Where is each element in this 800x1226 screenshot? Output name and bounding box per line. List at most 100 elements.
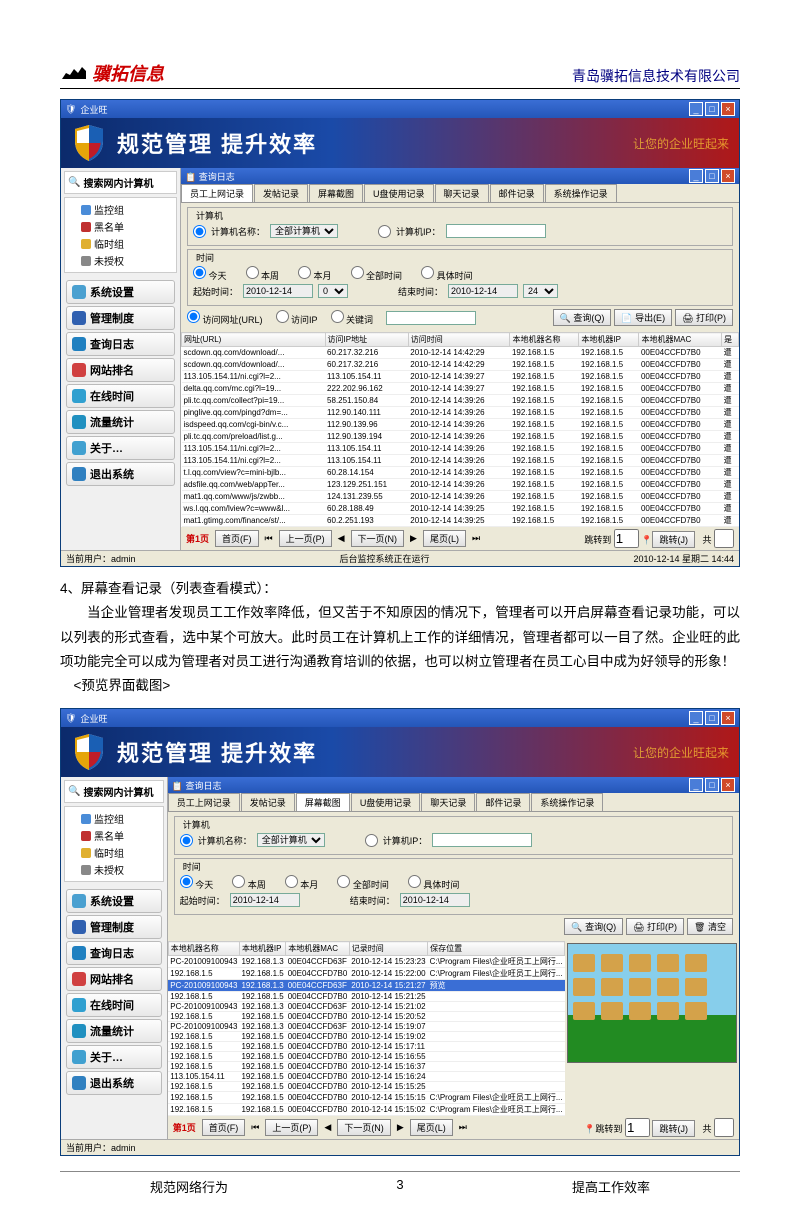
last-page-button[interactable]: 尾页(L) [423, 530, 466, 547]
tree-item[interactable]: 监控组 [71, 810, 157, 827]
tab[interactable]: 系统操作记录 [531, 793, 603, 811]
table-row[interactable]: PC-201009100943192.168.1.300E04CCFD63F20… [168, 1002, 564, 1012]
by-name-radio[interactable] [193, 225, 206, 238]
table-row[interactable]: mat1.gtimg.com/finance/st/...60.2.251.19… [182, 515, 739, 527]
screenshot-preview[interactable] [567, 943, 737, 1063]
tree-item[interactable]: 监控组 [71, 201, 170, 218]
sub-minimize-button[interactable]: _ [689, 778, 703, 792]
time-radio[interactable] [421, 266, 434, 279]
tab[interactable]: 发帖记录 [241, 793, 295, 811]
table-row[interactable]: pli.tc.qq.com/collect?pi=19...58.251.150… [182, 395, 739, 407]
tree-item[interactable]: 未授权 [71, 861, 157, 878]
table-row[interactable]: PC-201009100943192.168.1.300E04CCFD63F20… [168, 980, 564, 992]
url-radio[interactable] [331, 310, 344, 323]
side-item[interactable]: 查询日志 [66, 941, 162, 965]
last-page-button[interactable]: 尾页(L) [410, 1119, 453, 1136]
table-row[interactable]: 192.168.1.5192.168.1.500E04CCFD7B02010-1… [168, 992, 564, 1002]
time-radio[interactable] [337, 875, 350, 888]
table-row[interactable]: 113.105.154.11/ni.cgi?l=2...113.105.154.… [182, 455, 739, 467]
table-row[interactable]: pinglive.qq.com/pingd?dm=...112.90.140.1… [182, 407, 739, 419]
by-name-radio[interactable] [180, 834, 193, 847]
table-row[interactable]: 192.168.1.5192.168.1.500E04CCFD7B02010-1… [168, 1062, 564, 1072]
table-row[interactable]: 113.105.154.11192.168.1.500E04CCFD7B0201… [168, 1072, 564, 1082]
tab[interactable]: 聊天记录 [421, 793, 475, 811]
table-row[interactable]: isdspeed.qq.com/cgi-bin/v.c...112.90.139… [182, 419, 739, 431]
table-row[interactable]: pli.tc.qq.com/preload/list.g...112.90.13… [182, 431, 739, 443]
start-hour[interactable]: 0 [318, 284, 348, 298]
table-row[interactable]: 192.168.1.5192.168.1.500E04CCFD7B02010-1… [168, 1042, 564, 1052]
minimize-button[interactable]: _ [689, 102, 703, 116]
tab[interactable]: U盘使用记录 [351, 793, 421, 811]
table-row[interactable]: 192.168.1.5192.168.1.500E04CCFD7B02010-1… [168, 1012, 564, 1022]
sub-close-button[interactable]: × [721, 169, 735, 183]
side-item[interactable]: 管理制度 [66, 306, 175, 330]
time-radio[interactable] [351, 266, 364, 279]
url-radio[interactable] [187, 310, 200, 323]
side-item[interactable]: 流量统计 [66, 410, 175, 434]
table-row[interactable]: scdown.qq.com/download/...60.217.32.2162… [182, 347, 739, 359]
ip-input[interactable] [446, 224, 546, 238]
prev-page-button[interactable]: 上一页(P) [265, 1119, 318, 1136]
query-button[interactable]: 🔍 查询(Q) [553, 309, 612, 326]
tab[interactable]: 系统操作记录 [545, 184, 617, 202]
table-row[interactable]: mat1.qq.com/www/js/zwbb...124.131.239.55… [182, 491, 739, 503]
tab[interactable]: 屏幕截图 [309, 184, 363, 202]
end-hour[interactable]: 24 [523, 284, 558, 298]
maximize-button[interactable]: □ [705, 711, 719, 725]
time-radio[interactable] [193, 266, 206, 279]
table-row[interactable]: scdown.qq.com/download/...60.217.32.2162… [182, 359, 739, 371]
minimize-button[interactable]: _ [689, 711, 703, 725]
tab[interactable]: 发帖记录 [254, 184, 308, 202]
tab[interactable]: 邮件记录 [490, 184, 544, 202]
sub-maximize-button[interactable]: □ [705, 169, 719, 183]
goto-input[interactable] [625, 1118, 650, 1137]
query-button[interactable]: 🔍 查询(Q) [564, 918, 623, 935]
computer-select[interactable]: 全部计算机 [257, 833, 325, 847]
side-item[interactable]: 在线时间 [66, 384, 175, 408]
close-button[interactable]: × [721, 711, 735, 725]
tab[interactable]: 员工上网记录 [168, 793, 240, 811]
time-radio[interactable] [232, 875, 245, 888]
table-row[interactable]: 113.105.154.11/ni.cgi?l=2...113.105.154.… [182, 371, 739, 383]
by-ip-radio[interactable] [365, 834, 378, 847]
end-date[interactable] [448, 284, 518, 298]
table-row[interactable]: 192.168.1.5192.168.1.500E04CCFD7B02010-1… [168, 1104, 564, 1116]
table-row[interactable]: ws.l.qq.com/lview?c=www&l...60.28.188.49… [182, 503, 739, 515]
sub-maximize-button[interactable]: □ [705, 778, 719, 792]
print-button[interactable]: 🖨 打印(P) [626, 918, 684, 935]
screenshot-table[interactable]: 本地机器名称本地机器IP本地机器MAC记录时间保存位置PC-2010091009… [168, 941, 565, 1116]
end-date[interactable] [400, 893, 470, 907]
goto-button[interactable]: 跳转(J) [652, 531, 695, 548]
side-item[interactable]: 系统设置 [66, 280, 175, 304]
side-item[interactable]: 系统设置 [66, 889, 162, 913]
table-row[interactable]: t.l.qq.com/view?c=mini-bjlb...60.28.14.1… [182, 467, 739, 479]
table-row[interactable]: PC-201009100943192.168.1.300E04CCFD63F20… [168, 1022, 564, 1032]
keyword-input[interactable] [386, 311, 476, 325]
ip-input[interactable] [432, 833, 532, 847]
table-row[interactable]: 192.168.1.5192.168.1.500E04CCFD7B02010-1… [168, 968, 564, 980]
by-ip-radio[interactable] [378, 225, 391, 238]
search-box[interactable]: 🔍 搜索网内计算机 [64, 780, 164, 803]
tab[interactable]: 邮件记录 [476, 793, 530, 811]
export-button[interactable]: 📄 导出(E) [614, 309, 672, 326]
first-page-button[interactable]: 首页(F) [215, 530, 259, 547]
table-row[interactable]: 192.168.1.5192.168.1.500E04CCFD7B02010-1… [168, 1082, 564, 1092]
print-button[interactable]: 🖨 打印(P) [675, 309, 733, 326]
start-date[interactable] [230, 893, 300, 907]
side-item[interactable]: 管理制度 [66, 915, 162, 939]
first-page-button[interactable]: 首页(F) [202, 1119, 246, 1136]
side-item[interactable]: 网站排名 [66, 358, 175, 382]
tab[interactable]: 聊天记录 [435, 184, 489, 202]
table-row[interactable]: 192.168.1.5192.168.1.500E04CCFD7B02010-1… [168, 1092, 564, 1104]
table-row[interactable]: delta.qq.com/mc.cgi?l=19...222.202.96.16… [182, 383, 739, 395]
side-item[interactable]: 网站排名 [66, 967, 162, 991]
table-row[interactable]: 113.105.154.11/ni.cgi?l=2...113.105.154.… [182, 443, 739, 455]
time-radio[interactable] [285, 875, 298, 888]
search-box[interactable]: 🔍 搜索网内计算机 [64, 171, 177, 194]
prev-page-button[interactable]: 上一页(P) [279, 530, 332, 547]
computer-select[interactable]: 全部计算机 [270, 224, 338, 238]
maximize-button[interactable]: □ [705, 102, 719, 116]
tab[interactable]: 屏幕截图 [296, 793, 350, 811]
side-item[interactable]: 流量统计 [66, 1019, 162, 1043]
table-row[interactable]: PC-201009100943192.168.1.300E04CCFD63F20… [168, 956, 564, 968]
